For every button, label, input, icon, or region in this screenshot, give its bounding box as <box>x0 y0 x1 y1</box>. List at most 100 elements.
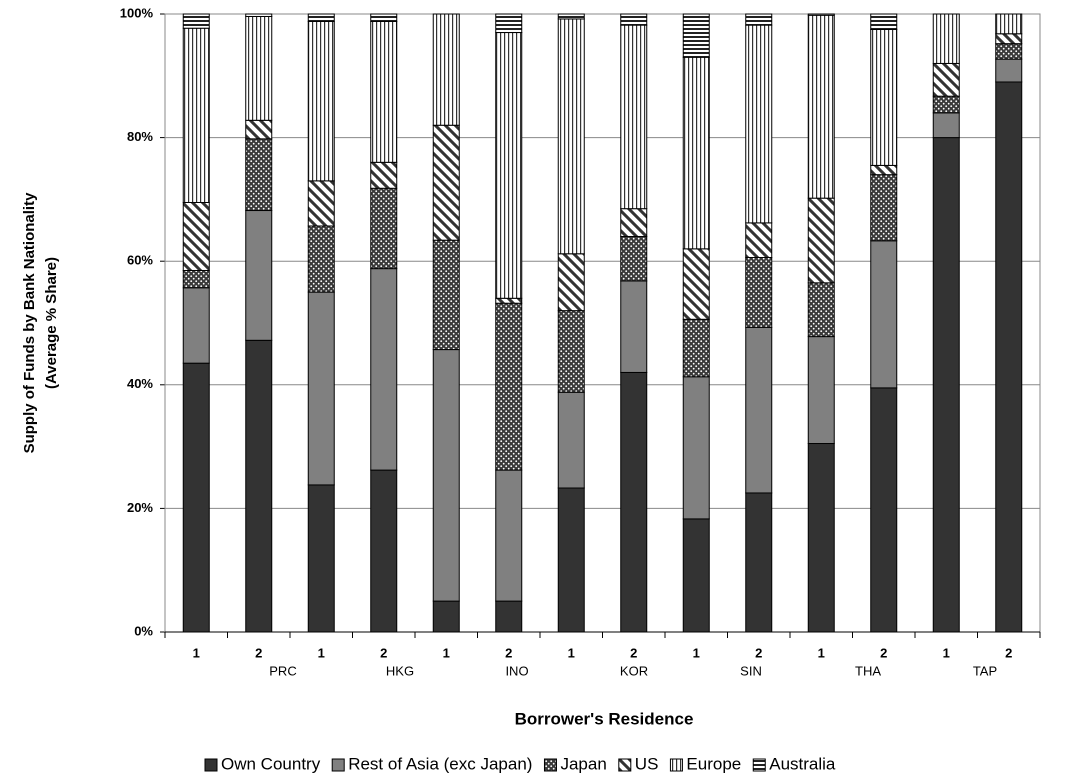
bar-segment <box>432 239 460 351</box>
y-axis-title: (Average % Share) <box>43 257 60 389</box>
group-label: KOR <box>620 663 648 678</box>
x-tick-label: 2 <box>880 645 887 660</box>
bar-segment <box>307 484 335 633</box>
y-tick-label: 100% <box>120 5 154 20</box>
bar-segment <box>995 33 1023 45</box>
bar-segment <box>932 62 960 97</box>
x-tick-label: 2 <box>755 645 762 660</box>
bar-segment <box>307 291 335 486</box>
bar-segment <box>245 210 273 341</box>
x-tick-label: 1 <box>193 645 200 660</box>
bar-segment <box>807 282 835 338</box>
bar-segment <box>870 28 898 166</box>
bar-segment <box>995 13 1023 35</box>
bar-segment <box>370 187 398 270</box>
y-tick-label: 20% <box>127 500 153 515</box>
bar-segment <box>620 208 648 237</box>
x-tick-label: 1 <box>693 645 700 660</box>
x-tick-label: 2 <box>255 645 262 660</box>
group-label: PRC <box>269 663 296 678</box>
legend-label: Own Country <box>221 754 321 773</box>
legend-swatch <box>669 758 683 772</box>
bar-segment <box>495 600 523 633</box>
bar-segment <box>557 18 585 255</box>
bar-segment <box>182 269 210 289</box>
bar-segment <box>932 112 960 139</box>
bar-segment <box>182 201 210 271</box>
bar-segment <box>495 297 523 304</box>
bar-segment <box>307 225 335 293</box>
group-label: THA <box>855 663 881 678</box>
bar-segment <box>620 235 648 282</box>
bar-segment <box>620 24 648 210</box>
bar-segment <box>745 326 773 494</box>
bar-segment <box>870 164 898 176</box>
legend-label: Europe <box>686 754 741 773</box>
bar-segment <box>745 492 773 633</box>
bar-segment <box>682 13 710 58</box>
bar-segment <box>307 180 335 227</box>
bar-segment <box>495 32 523 299</box>
bar-segment <box>557 391 585 489</box>
bar-segment <box>245 119 273 140</box>
bar-segment <box>995 43 1023 60</box>
legend-label: Australia <box>769 754 836 773</box>
bar-segment <box>620 13 648 26</box>
bar-segment <box>182 27 210 203</box>
bar-segment <box>557 253 585 312</box>
x-axis-title: Borrower's Residence <box>515 709 694 728</box>
bar-segment <box>245 15 273 121</box>
bar-segment <box>745 256 773 328</box>
bar-segment <box>370 20 398 163</box>
x-tick-label: 1 <box>443 645 450 660</box>
bar-segment <box>182 362 210 633</box>
bar-segment <box>432 600 460 633</box>
legend-swatch <box>204 758 218 772</box>
bar-segment <box>745 13 773 26</box>
legend-swatch <box>331 758 345 772</box>
bar-segment <box>807 336 835 445</box>
bar-segment <box>370 268 398 471</box>
y-tick-label: 60% <box>127 253 153 268</box>
bar-segment <box>620 280 648 373</box>
bar-segment <box>807 443 835 633</box>
bar-segment <box>370 13 398 22</box>
bar-segment <box>932 95 960 114</box>
group-label: INO <box>505 663 528 678</box>
bar-segment <box>495 13 523 34</box>
bar-segment <box>557 13 585 20</box>
bar-segment <box>745 24 773 224</box>
bar-segment <box>995 81 1023 633</box>
bar-segment <box>245 339 273 633</box>
group-label: HKG <box>386 663 414 678</box>
bar-segment <box>307 13 335 22</box>
bar-segment <box>870 240 898 389</box>
bar-segment <box>682 376 710 520</box>
bar-segment <box>245 138 273 212</box>
bar-segment <box>870 387 898 633</box>
bar-segment <box>432 13 460 126</box>
legend-swatch <box>752 758 766 772</box>
bar-segment <box>745 222 773 258</box>
bar-segment <box>807 14 835 199</box>
bar-segment <box>432 349 460 602</box>
bar-segment <box>182 13 210 29</box>
x-tick-label: 2 <box>1005 645 1012 660</box>
y-tick-label: 80% <box>127 129 153 144</box>
bar-segment <box>807 13 835 16</box>
legend-label: Japan <box>560 754 606 773</box>
group-label: TAP <box>973 663 997 678</box>
bar-segment <box>932 13 960 64</box>
y-axis-title: Supply of Funds by Bank Nationality <box>21 192 38 454</box>
bar-segment <box>370 161 398 189</box>
x-tick-label: 1 <box>818 645 825 660</box>
bar-segment <box>620 371 648 633</box>
bar-segment <box>682 248 710 320</box>
legend-swatch <box>543 758 557 772</box>
x-tick-label: 1 <box>943 645 950 660</box>
bar-segment <box>432 124 460 241</box>
x-tick-label: 2 <box>505 645 512 660</box>
x-tick-label: 2 <box>630 645 637 660</box>
legend-swatch <box>618 758 632 772</box>
